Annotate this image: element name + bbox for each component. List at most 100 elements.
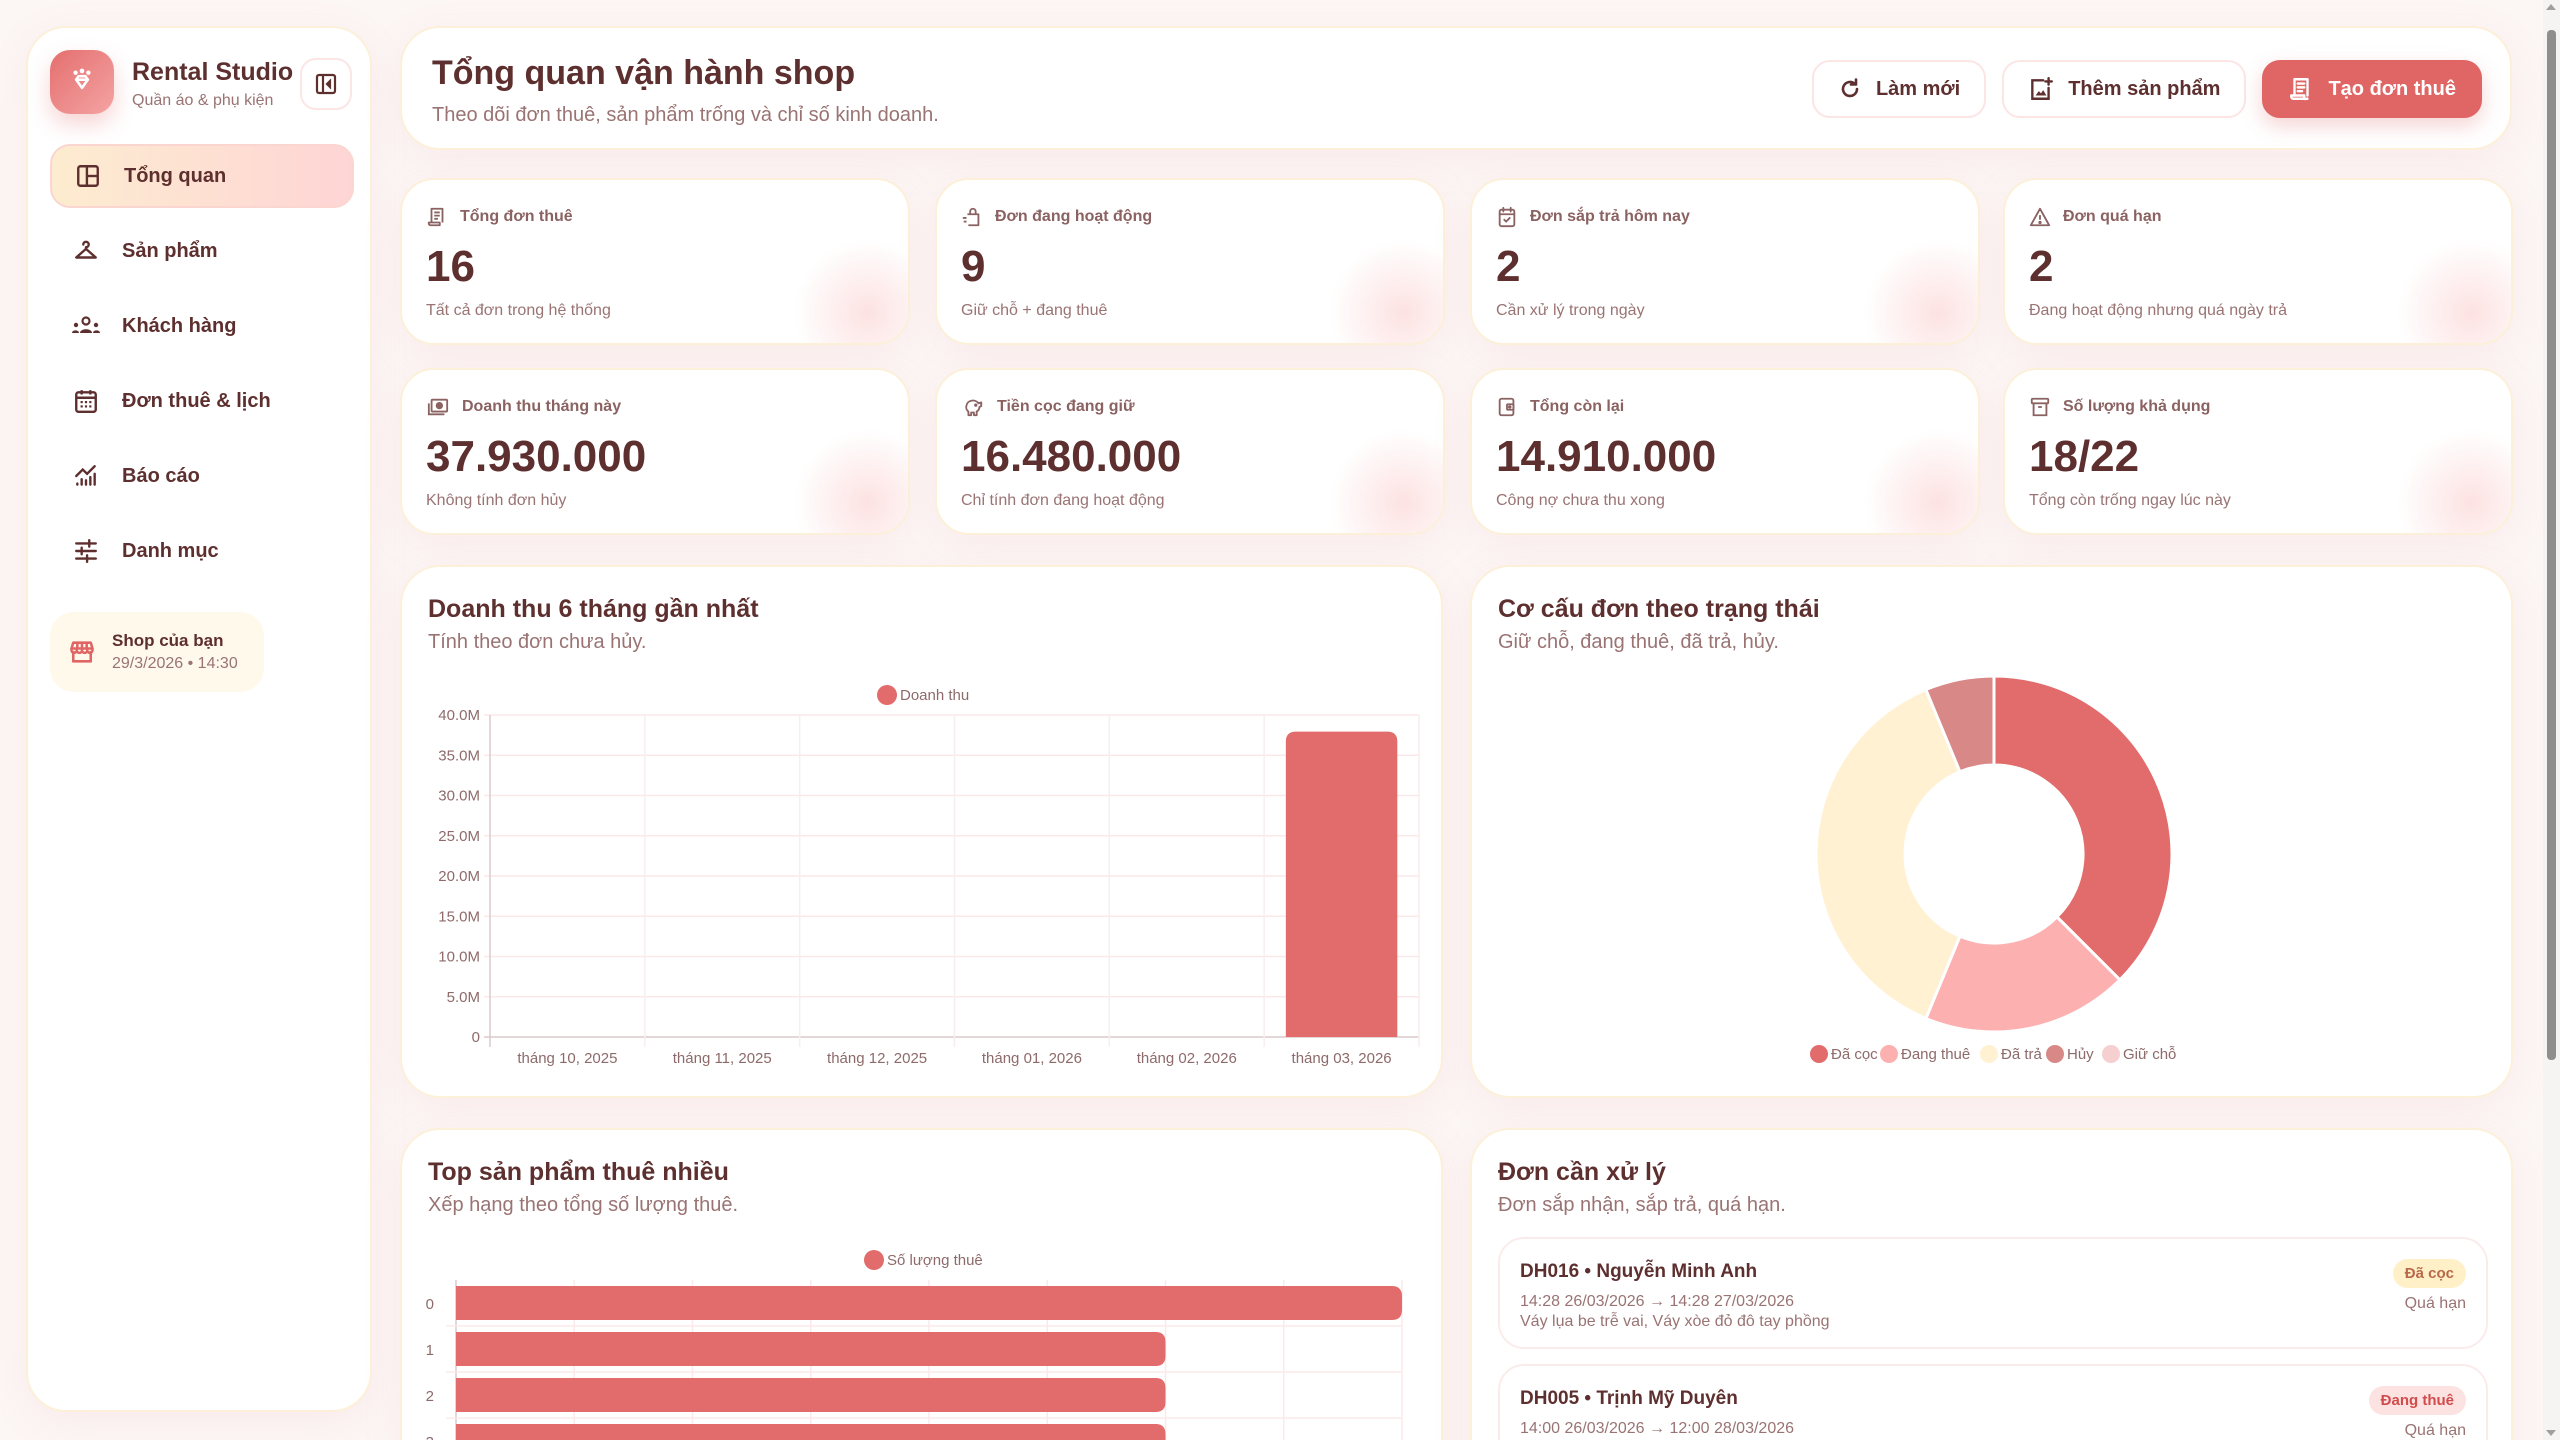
stat-note: Tất cả đơn trong hệ thống — [426, 302, 611, 319]
legend-label: Đang thuê — [1901, 1046, 1970, 1063]
stat-value: 14.910.000 — [1496, 432, 1717, 481]
x-tick-label: tháng 11, 2025 — [673, 1050, 772, 1067]
add-product-button[interactable]: Thêm sản phẩm — [2002, 60, 2247, 118]
sidebar-item-orders-calendar[interactable]: Đơn thuê & lịch — [50, 369, 354, 433]
bar — [456, 1332, 1166, 1366]
y-tick-label: 25.0M — [438, 828, 480, 845]
top-products-bar-chart: Số lượng thuê 0 1 2 3 — [426, 1250, 1403, 1440]
x-tick-label: tháng 10, 2025 — [517, 1050, 617, 1067]
order-item[interactable]: DH005 • Trịnh Mỹ Duyên 14:00 26/03/2026 … — [1498, 1364, 2488, 1440]
sidebar-item-products[interactable]: Sản phẩm — [50, 219, 354, 283]
sidebar-item-label: Đơn thuê & lịch — [122, 389, 271, 412]
stat-note: Giữ chỗ + đang thuê — [961, 302, 1108, 319]
sidebar-nav: Tổng quan Sản phẩm Khách hàng Đơn thuê &… — [50, 144, 354, 594]
stat-label-text: Tổng đơn thuê — [460, 208, 573, 225]
stat-note: Công nợ chưa thu xong — [1496, 492, 1665, 509]
order-time-range: 14:00 26/03/2026 → 12:00 28/03/2026 — [1520, 1420, 1795, 1437]
y-tick-label: 2 — [426, 1388, 434, 1405]
page-scrollbar[interactable] — [2543, 0, 2560, 1440]
bar — [456, 1424, 1166, 1440]
stat-card: Tiền cọc đang giữ 16.480.000 Chỉ tính đơn … — [935, 368, 1445, 535]
stat-label-text: Doanh thu tháng này — [462, 398, 622, 415]
dashboard-icon — [77, 165, 99, 187]
sidebar-collapse-button[interactable] — [300, 58, 352, 110]
top-products-panel: Top sản phẩm thuê nhiều Xếp hạng theo tổ… — [400, 1128, 1443, 1440]
legend-swatch — [1810, 1045, 1828, 1063]
sidebar-item-label: Khách hàng — [122, 314, 237, 337]
add-product-button-label: Thêm sản phẩm — [2068, 77, 2221, 100]
pending-orders-panel: Đơn cần xử lý Đơn sắp nhận, sắp trả, quá… — [1470, 1128, 2513, 1440]
legend-label: Đã trả — [2001, 1046, 2043, 1063]
stat-label-text: Đơn quá hạn — [2063, 208, 2162, 225]
receipt-icon — [427, 207, 444, 227]
refresh-button[interactable]: Làm mới — [1811, 60, 1987, 118]
stat-value: 2 — [2029, 242, 2054, 291]
sidebar-item-label: Tổng quan — [124, 164, 227, 187]
stat-label: Tổng đơn thuê — [426, 206, 573, 228]
sidebar-item-overview[interactable]: Tổng quan — [50, 144, 354, 208]
legend-label: Hủy — [2067, 1046, 2094, 1063]
order-products: Váy lụa be trễ vai, Váy xòe đỏ đô tay ph… — [1520, 1313, 1830, 1330]
order-title: DH005 • Trịnh Mỹ Duyên — [1520, 1388, 1738, 1409]
sidebar: Rental Studio Quần áo & phụ kiện Tổng qu… — [26, 26, 372, 1412]
revenue-bar-chart: Doanh thu 0 5.0M 10.0M 15.0M 20.0M 25.0M 30.0M 3… — [438, 685, 1420, 1067]
top-products-title: Top sản phẩm thuê nhiều — [428, 1158, 729, 1186]
legend-swatch — [864, 1250, 884, 1270]
stat-card: Đơn sắp trả hôm nay 2 Cần xử lý trong ngày — [1470, 178, 1980, 345]
add-image-icon — [2031, 76, 2054, 100]
scroll-up-arrow[interactable] — [2546, 4, 2556, 10]
donut-slice — [1814, 687, 1962, 1021]
page-subtitle: Theo dõi đơn thuê, sản phẩm trống và chỉ… — [432, 104, 939, 126]
revenue-chart-subtitle: Tính theo đơn chưa hủy. — [428, 631, 647, 653]
y-tick-label: 0 — [426, 1296, 434, 1313]
calendar-check-icon — [1498, 206, 1516, 228]
shop-info: Shop của bạn 29/3/2026 • 14:30 — [50, 612, 264, 692]
legend-swatch — [2046, 1045, 2064, 1063]
stat-note: Cần xử lý trong ngày — [1496, 302, 1645, 319]
stat-card: Tổng còn lại 14.910.000 Công nợ chưa thu x… — [1470, 368, 1980, 535]
scrollbar-thumb[interactable] — [2547, 30, 2556, 1060]
legend-swatch — [1880, 1045, 1898, 1063]
y-tick-label: 15.0M — [438, 908, 480, 925]
order-due-state: Quá hạn — [2404, 1295, 2466, 1312]
sidebar-item-categories[interactable]: Danh mục — [50, 519, 354, 583]
stat-card: Doanh thu tháng này 37.930.000 Không tính … — [400, 368, 910, 535]
sidebar-item-label: Sản phẩm — [122, 239, 218, 262]
chart-icon — [75, 465, 96, 486]
stat-value: 37.930.000 — [426, 432, 647, 481]
pending-orders-title: Đơn cần xử lý — [1498, 1158, 1666, 1186]
stat-card: Số lượng khả dụng 18/22 Tổng còn trống nga… — [2003, 368, 2513, 535]
stat-label: Đơn sắp trả hôm nay — [1496, 206, 1690, 228]
y-tick-label: 40.0M — [438, 707, 480, 724]
hanger-icon — [75, 240, 97, 259]
bar — [1285, 731, 1398, 1037]
create-rental-order-button[interactable]: Tạo đơn thuê — [2262, 60, 2482, 118]
pending-orders-subtitle: Đơn sắp nhận, sắp trả, quá hạn. — [1498, 1194, 1786, 1216]
warning-icon — [2029, 207, 2051, 227]
legend-label: Số lượng thuê — [887, 1252, 983, 1269]
stat-label: Tổng còn lại — [1496, 396, 1624, 418]
refresh-button-label: Làm mới — [1875, 77, 1961, 100]
scroll-down-arrow[interactable] — [2546, 1430, 2556, 1436]
legend-label: Giữ chỗ — [2123, 1046, 2176, 1063]
sidebar-item-customers[interactable]: Khách hàng — [50, 294, 354, 358]
cash-icon — [427, 398, 449, 416]
legend-label: Đã cọc — [1831, 1046, 1878, 1063]
stat-label: Đơn quá hạn — [2029, 206, 2161, 228]
order-title: DH016 • Nguyễn Minh Anh — [1520, 1261, 1758, 1282]
shop-name: Shop của bạn — [112, 631, 224, 650]
sidebar-item-reports[interactable]: Báo cáo — [50, 444, 354, 508]
revenue-chart-panel: Doanh thu 6 tháng gần nhất Tính theo đơn… — [400, 565, 1443, 1098]
x-tick-label: tháng 12, 2025 — [827, 1050, 927, 1067]
order-item[interactable]: DH016 • Nguyễn Minh Anh 14:28 26/03/2026… — [1498, 1237, 2488, 1349]
stat-note: Chỉ tính đơn đang hoạt động — [961, 492, 1165, 509]
status-donut-chart: Đã cọc Đang thuê Đã trả Hủy Giữ chỗ — [1810, 674, 2176, 1063]
y-tick-label: 3 — [426, 1434, 434, 1440]
stat-note: Không tính đơn hủy — [426, 492, 567, 509]
stat-label: Doanh thu tháng này — [426, 396, 621, 418]
bar — [456, 1378, 1166, 1412]
order-due-state: Quá hạn — [2404, 1422, 2466, 1439]
legend-swatch — [2102, 1045, 2120, 1063]
stat-label: Đơn đang hoạt động — [961, 206, 1152, 228]
brand-subtitle: Quần áo & phụ kiện — [132, 92, 274, 109]
